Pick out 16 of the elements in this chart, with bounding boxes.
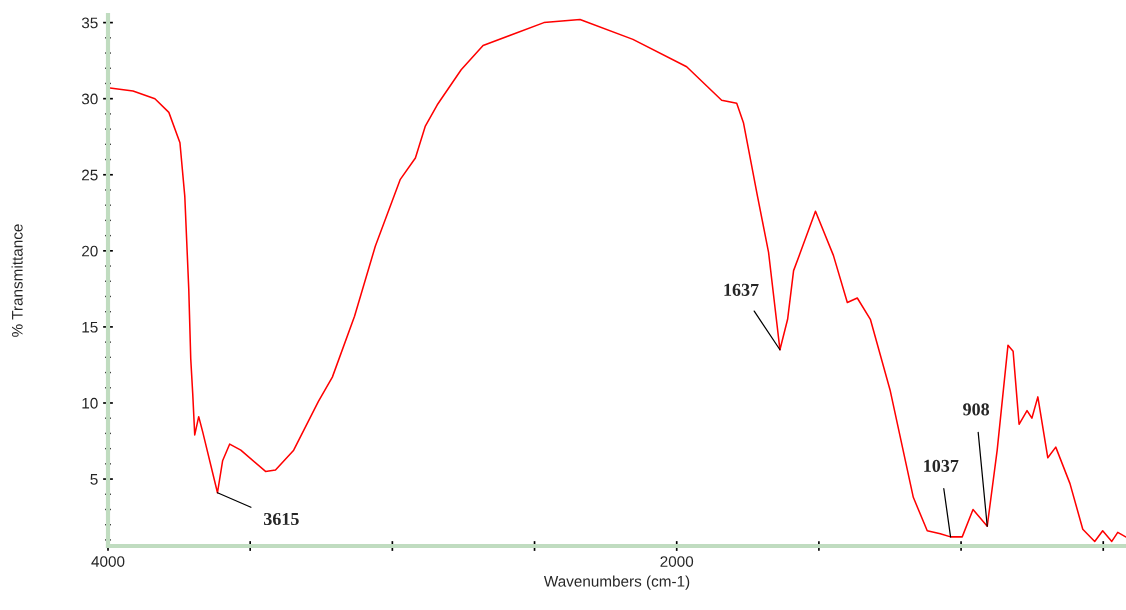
x-tick-label: 2000 xyxy=(660,556,694,567)
annotation: 3615 xyxy=(263,512,299,526)
y-tick-label: 35 xyxy=(81,17,98,29)
x-axis-title: Wavenumbers (cm-1) xyxy=(543,575,690,590)
y-tick-label: 30 xyxy=(81,93,98,105)
x-tick-label: 4000 xyxy=(91,556,125,567)
y-tick-label: 20 xyxy=(82,245,98,257)
y-axis-title: % Transmittance xyxy=(11,224,23,337)
y-tick-label: 5 xyxy=(90,474,98,485)
annotation: 908 xyxy=(963,403,990,416)
annotation: 1637 xyxy=(724,283,759,296)
y-tick-label: 25 xyxy=(82,169,98,181)
line-series xyxy=(109,18,1126,543)
annotation: 1037 xyxy=(924,459,959,472)
y-tick-label: 15 xyxy=(82,321,98,333)
y-tick-label: 10 xyxy=(82,397,98,409)
